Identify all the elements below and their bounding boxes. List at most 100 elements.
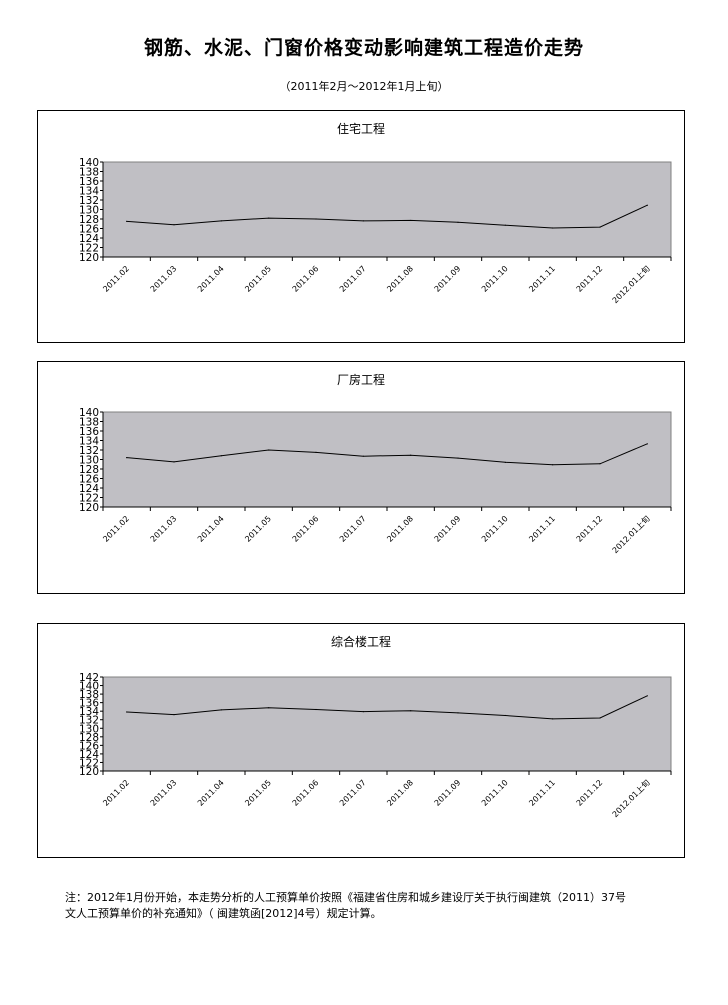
data-point xyxy=(173,224,175,226)
x-tick-label: 2011.12 xyxy=(575,264,605,294)
x-tick-label: 2011.12 xyxy=(575,514,605,544)
y-tick-label: 136 xyxy=(79,176,99,188)
y-tick-label: 134 xyxy=(79,436,99,448)
x-tick-label: 2011.03 xyxy=(149,778,179,808)
x-tick-label: 2011.07 xyxy=(338,514,368,544)
x-tick-label: 2011.07 xyxy=(338,778,368,808)
y-tick-label: 122 xyxy=(79,493,99,505)
x-tick-label: 2011.11 xyxy=(527,778,557,808)
data-point xyxy=(504,461,506,463)
x-tick-label: 2011.06 xyxy=(291,778,321,808)
y-tick-label: 142 xyxy=(79,672,99,684)
x-tick-label: 2011.06 xyxy=(291,514,321,544)
chart-svg: 综合楼工程 12012212412612813013213413613814014… xyxy=(79,634,672,819)
y-tick-label: 128 xyxy=(79,732,99,744)
data-point xyxy=(362,455,364,457)
x-tick-label: 2011.06 xyxy=(291,264,321,294)
data-point xyxy=(362,711,364,713)
y-tick-label: 128 xyxy=(79,464,99,476)
x-tick-label: 2011.04 xyxy=(196,264,226,294)
data-point xyxy=(504,714,506,717)
data-point xyxy=(457,712,459,714)
y-tick-label: 130 xyxy=(79,455,99,467)
x-tick-label: 2011.08 xyxy=(385,514,415,544)
data-point xyxy=(126,220,128,222)
data-point xyxy=(599,226,601,228)
data-point xyxy=(457,221,459,223)
x-tick-label: 2011.05 xyxy=(243,264,273,294)
x-tick-label: 2011.10 xyxy=(480,514,510,544)
y-tick-label: 126 xyxy=(79,740,99,752)
x-tick-label: 2012.01上旬 xyxy=(610,263,652,305)
data-point xyxy=(268,449,270,451)
data-point xyxy=(410,710,412,712)
data-point xyxy=(552,718,554,720)
y-tick-label: 140 xyxy=(79,681,99,693)
x-tick-label: 2011.09 xyxy=(433,778,463,808)
series-line xyxy=(126,443,648,466)
y-tick-label: 132 xyxy=(79,715,99,727)
y-tick-label: 128 xyxy=(79,214,99,226)
y-tick-label: 120 xyxy=(79,252,99,264)
y-tick-label: 126 xyxy=(79,224,99,236)
x-tick-label: 2011.04 xyxy=(196,514,226,544)
y-tick-label: 140 xyxy=(79,157,99,169)
y-tick-label: 134 xyxy=(79,706,99,718)
x-tick-label: 2012.01上旬 xyxy=(610,513,652,555)
x-tick-label: 2011.11 xyxy=(527,514,557,544)
plot-area xyxy=(102,676,672,772)
chart-title: 厂房工程 xyxy=(337,372,385,387)
data-point xyxy=(362,220,364,222)
x-tick-label: 2011.10 xyxy=(480,778,510,808)
data-point xyxy=(646,443,648,445)
x-tick-label: 2011.04 xyxy=(196,778,226,808)
data-point xyxy=(315,451,317,453)
x-tick-label: 2011.09 xyxy=(433,264,463,294)
plot-area xyxy=(102,411,672,508)
data-point xyxy=(220,455,222,457)
y-tick-label: 138 xyxy=(79,689,99,701)
y-tick-label: 124 xyxy=(79,483,99,495)
x-tick-label: 2011.08 xyxy=(385,778,415,808)
data-point xyxy=(315,708,317,711)
data-point xyxy=(173,461,175,463)
footnote: 注：2012年1月份开始，本走势分析的人工预算单价按照《福建省住房和城乡建设厅关… xyxy=(65,890,685,922)
x-tick-label: 2011.02 xyxy=(101,778,131,808)
x-tick-label: 2011.05 xyxy=(243,514,273,544)
y-tick-label: 130 xyxy=(79,205,99,217)
y-tick-label: 134 xyxy=(79,186,99,198)
footnote-line-2: 文人工预算单价的补充通知》（ 闽建筑函[2012]4号）规定计算。 xyxy=(65,907,382,920)
y-tick-label: 132 xyxy=(79,195,99,207)
x-tick-label: 2011.12 xyxy=(575,778,605,808)
y-tick-label: 126 xyxy=(79,474,99,486)
page-subtitle: （2011年2月～2012年1月上旬） xyxy=(279,80,449,93)
x-tick-label: 2012.01上旬 xyxy=(610,777,652,819)
y-tick-label: 122 xyxy=(79,243,99,255)
plot-area xyxy=(102,161,672,258)
data-point xyxy=(220,220,222,222)
data-point xyxy=(173,714,175,716)
x-tick-label: 2011.03 xyxy=(149,514,179,544)
data-point xyxy=(552,464,554,466)
y-tick-label: 132 xyxy=(79,445,99,457)
y-tick-label: 120 xyxy=(79,502,99,514)
data-point xyxy=(410,219,412,222)
y-tick-label: 136 xyxy=(79,426,99,438)
y-tick-label: 138 xyxy=(79,417,99,429)
series-line xyxy=(126,695,648,720)
x-tick-label: 2011.05 xyxy=(243,778,273,808)
series-line xyxy=(126,204,648,229)
x-tick-label: 2011.09 xyxy=(433,514,463,544)
y-tick-label: 138 xyxy=(79,167,99,179)
y-tick-label: 124 xyxy=(79,749,99,761)
x-tick-label: 2011.02 xyxy=(101,264,131,294)
data-point xyxy=(126,457,128,459)
data-point xyxy=(220,709,222,711)
x-tick-label: 2011.02 xyxy=(101,514,131,544)
chart-title: 综合楼工程 xyxy=(331,634,391,649)
chart-residential: 住宅工程 120 122 124 126 128 130 132 134 136 138 140 201… xyxy=(37,110,685,343)
data-point xyxy=(646,204,648,206)
y-tick-label: 124 xyxy=(79,233,99,245)
